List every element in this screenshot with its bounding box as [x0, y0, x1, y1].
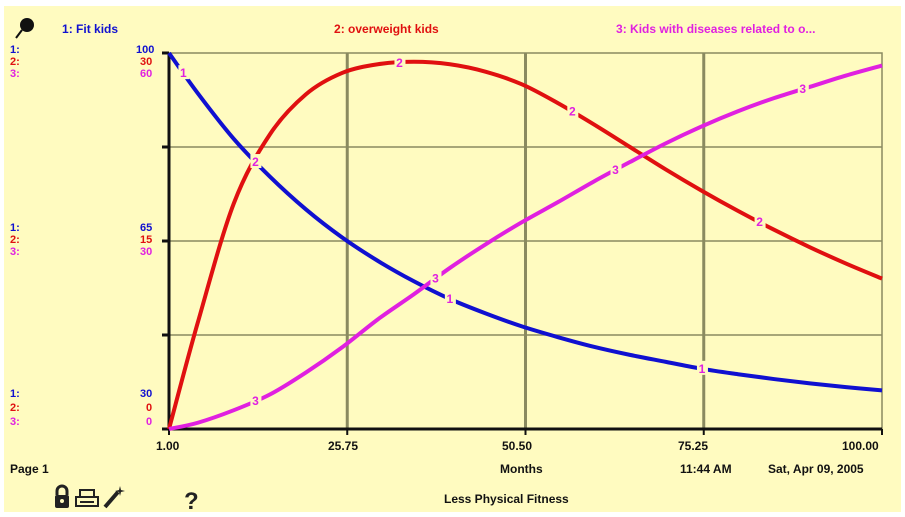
series-2-marker-bg — [394, 54, 406, 69]
axis-series-1-top: 100 — [136, 44, 155, 56]
series-1-marker-bg — [696, 360, 708, 375]
legend-series-3-name: Kids with diseases related to o... — [630, 22, 816, 36]
x-tick-label: 50.50 — [502, 439, 533, 453]
series-1-marker-bg — [178, 65, 190, 80]
legend-series-3-id: 3 — [616, 22, 623, 36]
x-tick-label: 75.25 — [678, 439, 709, 453]
series-3-marker-label: 3 — [799, 82, 806, 96]
graph-pad: 1: Fit kids 2: overweight kids 3: Kids w… — [4, 6, 901, 515]
axis-series-2-mid: 15 — [140, 234, 153, 246]
series-1-line — [167, 51, 883, 393]
legend-series-2-id: 2 — [334, 22, 341, 36]
axis-series-1-id-mid: 1: — [10, 222, 20, 234]
plot-area: 1 1 1 2 2 2 2 3 3 3 3 — [162, 51, 883, 435]
series-2-marker-label: 2 — [569, 105, 576, 119]
axis-series-2-top: 30 — [140, 56, 153, 68]
axis-series-3-id-bottom: 3: — [10, 416, 20, 428]
x-tick-label: 25.75 — [328, 439, 359, 453]
axis-series-1-mid: 65 — [140, 222, 153, 234]
page-number: Page 1 — [10, 462, 49, 476]
x-axis-label: Months — [500, 462, 543, 476]
axis-series-2-id-bottom: 2: — [10, 402, 20, 414]
printer-icon[interactable] — [74, 488, 100, 510]
legend-series-1-id: 1 — [62, 22, 69, 36]
legend-series-2: 2: overweight kids — [334, 22, 439, 36]
series-2-marker-label: 2 — [756, 215, 763, 229]
legend-series-1: 1: Fit kids — [62, 22, 119, 36]
legend-series-1-name: Fit kids — [76, 22, 119, 36]
axis-series-2-id-mid: 2: — [10, 234, 20, 246]
series-3-marker-label: 3 — [612, 163, 619, 177]
series-2-marker-bg — [754, 214, 766, 229]
chart-title: Less Physical Fitness — [444, 492, 569, 506]
series-2-marker-label: 2 — [252, 155, 259, 169]
series-3-line — [168, 63, 883, 431]
series-1-marker-label: 1 — [180, 66, 187, 80]
axis-series-1-bottom: 30 — [140, 388, 153, 400]
series-2-marker-bg — [250, 154, 262, 169]
axis-series-3-id-mid: 3: — [10, 246, 20, 258]
series-3-marker-bg — [430, 270, 442, 285]
series-1-marker-label: 1 — [699, 362, 706, 376]
axis-series-1-id-top: 1: — [10, 44, 20, 56]
series-3-marker-bg — [797, 81, 809, 96]
axis-series-3-mid: 30 — [140, 246, 153, 258]
lock-icon[interactable] — [52, 484, 72, 510]
legend-series-2-name: overweight kids — [348, 22, 439, 36]
series-1-marker-label: 1 — [447, 292, 454, 306]
x-tick-label: 100.00 — [842, 439, 879, 453]
axis-series-1-id-bottom: 1: — [10, 388, 20, 400]
pushpin-icon[interactable] — [14, 16, 36, 40]
help-icon[interactable]: ? — [184, 488, 199, 515]
x-tick-label: 1.00 — [156, 439, 180, 453]
series-3-marker-bg — [250, 392, 262, 407]
timestamp-time: 11:44 AM — [680, 462, 732, 476]
legend-series-3: 3: Kids with diseases related to o... — [616, 22, 816, 36]
timestamp-date: Sat, Apr 09, 2005 — [768, 462, 864, 476]
series-2-marker-bg — [567, 103, 579, 118]
axis-series-3-bottom: 0 — [146, 416, 153, 428]
series-3-marker-label: 3 — [252, 394, 259, 408]
axis-series-2-id-top: 2: — [10, 56, 20, 68]
axis-series-3-top: 60 — [140, 68, 153, 80]
axis-series-3-id-top: 3: — [10, 68, 20, 80]
series-2-marker-label: 2 — [396, 56, 403, 70]
series-3-marker-bg — [610, 161, 622, 176]
axis-series-2-bottom: 0 — [146, 402, 153, 414]
series-3-marker-label: 3 — [432, 271, 439, 285]
series-1-marker-bg — [444, 291, 456, 306]
magic-wand-icon[interactable] — [102, 484, 126, 510]
